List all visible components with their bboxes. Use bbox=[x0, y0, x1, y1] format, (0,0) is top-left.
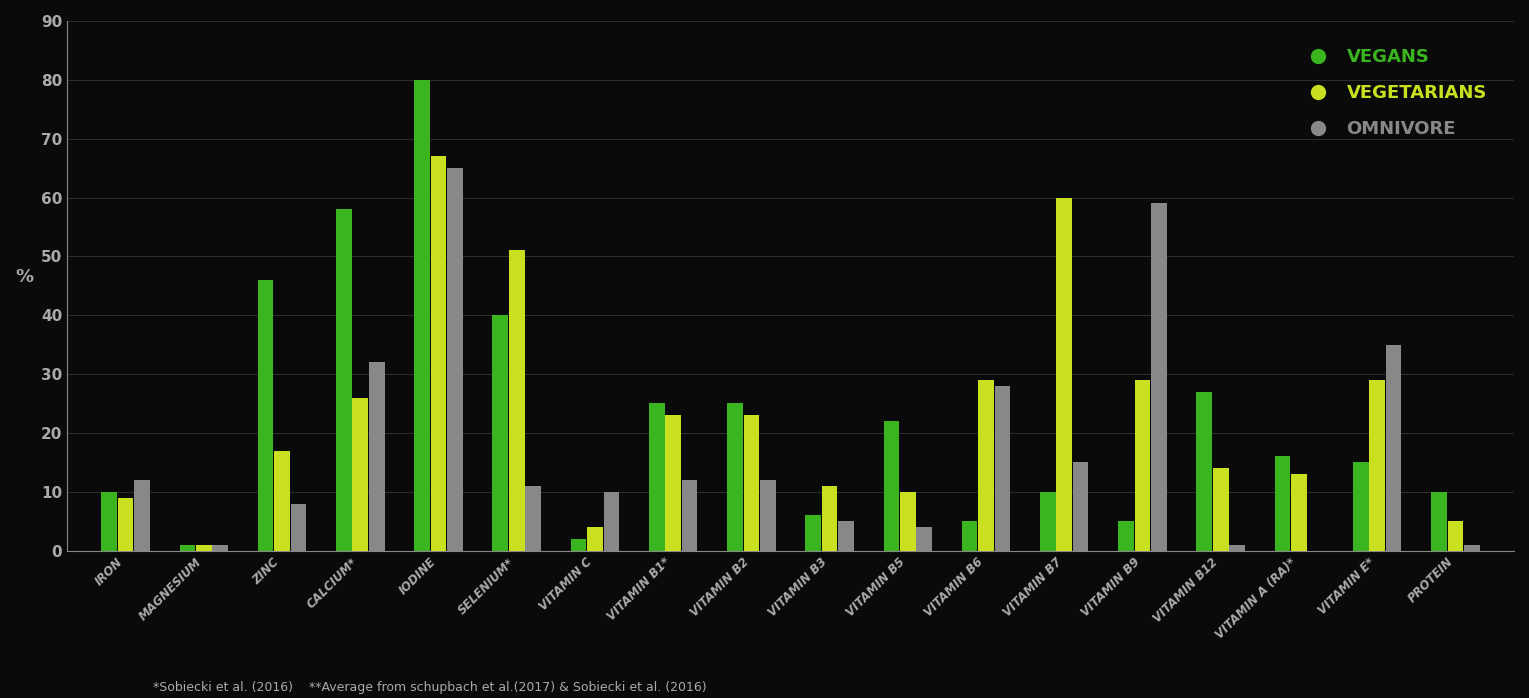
Bar bbox=[821, 486, 838, 551]
Bar bbox=[1353, 462, 1368, 551]
Bar bbox=[665, 415, 680, 551]
Bar bbox=[916, 527, 933, 551]
Bar bbox=[336, 209, 352, 551]
Bar bbox=[1151, 203, 1167, 551]
Bar bbox=[1040, 492, 1055, 551]
Bar bbox=[1196, 392, 1212, 551]
Bar bbox=[135, 480, 150, 551]
Bar bbox=[1463, 544, 1480, 551]
Bar bbox=[728, 403, 743, 551]
Bar bbox=[1229, 544, 1245, 551]
Bar bbox=[979, 380, 994, 551]
Bar bbox=[196, 544, 211, 551]
Bar bbox=[353, 398, 368, 551]
Bar bbox=[1290, 474, 1307, 551]
Bar bbox=[446, 168, 463, 551]
Bar bbox=[962, 521, 977, 551]
Bar bbox=[526, 486, 541, 551]
Bar bbox=[838, 521, 853, 551]
Bar bbox=[1073, 462, 1089, 551]
Bar bbox=[258, 280, 274, 551]
Bar bbox=[492, 315, 508, 551]
Bar bbox=[682, 480, 697, 551]
Bar bbox=[901, 492, 916, 551]
Y-axis label: %: % bbox=[15, 268, 34, 285]
Bar bbox=[1275, 456, 1290, 551]
Bar bbox=[884, 421, 899, 551]
Bar bbox=[1431, 492, 1446, 551]
Bar bbox=[648, 403, 665, 551]
Bar bbox=[1385, 345, 1402, 551]
Bar bbox=[587, 527, 602, 551]
Text: *Sobiecki et al. (2016)    **Average from schupbach et al.(2017) & Sobiecki et a: *Sobiecki et al. (2016) **Average from s… bbox=[153, 681, 706, 694]
Bar bbox=[995, 386, 1011, 551]
Bar bbox=[179, 544, 196, 551]
Bar bbox=[274, 451, 291, 551]
Bar bbox=[1370, 380, 1385, 551]
Bar bbox=[368, 362, 384, 551]
Bar bbox=[570, 539, 586, 551]
Bar bbox=[431, 156, 446, 551]
Bar bbox=[291, 503, 306, 551]
Legend: VEGANS, VEGETARIANS, OMNIVORE: VEGANS, VEGETARIANS, OMNIVORE bbox=[1281, 30, 1505, 156]
Bar bbox=[1212, 468, 1228, 551]
Bar bbox=[760, 480, 775, 551]
Bar bbox=[604, 492, 619, 551]
Bar bbox=[1057, 198, 1072, 551]
Bar bbox=[213, 544, 228, 551]
Bar bbox=[806, 515, 821, 551]
Bar bbox=[414, 80, 430, 551]
Bar bbox=[1118, 521, 1135, 551]
Bar bbox=[743, 415, 760, 551]
Bar bbox=[101, 492, 118, 551]
Bar bbox=[1448, 521, 1463, 551]
Bar bbox=[118, 498, 133, 551]
Bar bbox=[1135, 380, 1150, 551]
Bar bbox=[509, 251, 524, 551]
